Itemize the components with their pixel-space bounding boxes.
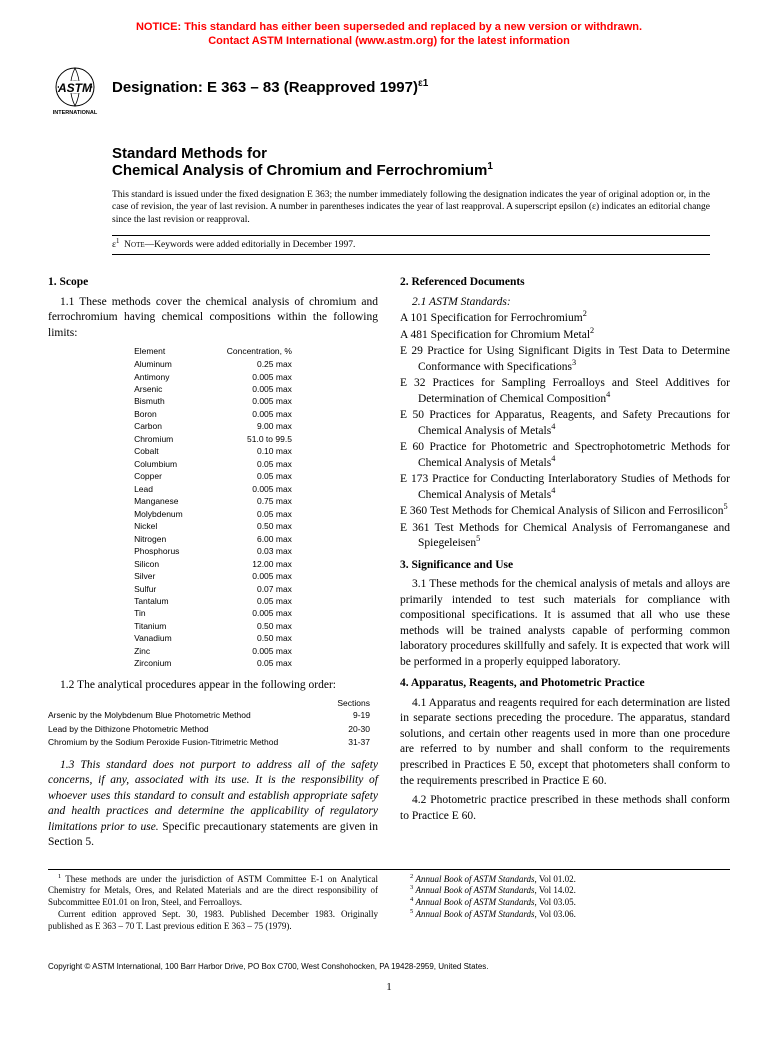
designation-sup: ε1 — [418, 78, 428, 89]
apparatus-p1: 4.1 Apparatus and reagents required for … — [400, 696, 730, 789]
footnotes: 1 These methods are under the jurisdicti… — [48, 869, 730, 932]
page-number: 1 — [48, 981, 730, 993]
table-row: Tin0.005 max — [112, 608, 314, 620]
title-block: Standard Methods for Chemical Analysis o… — [112, 145, 730, 179]
scope-p2: 1.2 The analytical procedures appear in … — [48, 678, 378, 694]
table-row: Sulfur0.07 max — [112, 583, 314, 595]
elem-th-0: Element — [112, 345, 205, 358]
two-column-body: 1. Scope 1.1 These methods cover the che… — [48, 269, 730, 855]
table-row: Arsenic by the Molybdenum Blue Photometr… — [48, 709, 378, 722]
right-column: 2. Referenced Documents 2.1 ASTM Standar… — [400, 269, 730, 855]
fn-left-sup: 1 — [58, 873, 61, 880]
fn-right-item: 4 Annual Book of ASTM Standards, Vol 03.… — [400, 897, 730, 909]
referenced-heading: 2. Referenced Documents — [400, 275, 730, 291]
apparatus-heading: 4. Apparatus, Reagents, and Photometric … — [400, 676, 730, 692]
table-row: Antimony0.005 max — [112, 371, 314, 383]
table-row: Lead0.005 max — [112, 483, 314, 495]
referenced-item: E 50 Practices for Apparatus, Reagents, … — [400, 408, 730, 439]
table-row: Manganese0.75 max — [112, 496, 314, 508]
significance-heading: 3. Significance and Use — [400, 558, 730, 574]
elements-table: Element Concentration, % Aluminum0.25 ma… — [112, 345, 314, 670]
referenced-item: E 29 Practice for Using Significant Digi… — [400, 344, 730, 375]
scope-heading: 1. Scope — [48, 275, 378, 291]
table-row: Lead by the Dithizone Photometric Method… — [48, 723, 378, 736]
proc-sections-label: Sections — [48, 698, 378, 709]
table-row: Zirconium0.05 max — [112, 658, 314, 670]
title-main: Chemical Analysis of Chromium and Ferroc… — [112, 162, 730, 179]
title-sup: 1 — [487, 161, 493, 172]
notice-banner: NOTICE: This standard has either been su… — [48, 20, 730, 49]
eps-sup: 1 — [116, 238, 119, 245]
table-row: Carbon9.00 max — [112, 421, 314, 433]
astm-logo: ASTM INTERNATIONAL — [48, 67, 102, 117]
referenced-item: E 173 Practice for Conducting Interlabor… — [400, 472, 730, 503]
referenced-item: E 32 Practices for Sampling Ferroalloys … — [400, 376, 730, 407]
referenced-list: A 101 Specification for Ferrochromium2A … — [400, 311, 730, 552]
table-row: Boron0.005 max — [112, 408, 314, 420]
scope-p1: 1.1 These methods cover the chemical ana… — [48, 295, 378, 342]
referenced-sub: 2.1 ASTM Standards: — [400, 295, 730, 311]
table-row: Arsenic0.005 max — [112, 384, 314, 396]
referenced-item: E 361 Test Methods for Chemical Analysis… — [400, 521, 730, 552]
svg-text:INTERNATIONAL: INTERNATIONAL — [53, 110, 98, 116]
epsilon-note: ε1 Note—Keywords were added editorially … — [112, 235, 710, 255]
title-main-text: Chemical Analysis of Chromium and Ferroc… — [112, 162, 487, 179]
table-row: Bismuth0.005 max — [112, 396, 314, 408]
table-row: Columbium0.05 max — [112, 458, 314, 470]
left-column: 1. Scope 1.1 These methods cover the che… — [48, 269, 378, 855]
table-row: Vanadium0.50 max — [112, 633, 314, 645]
table-row: Molybdenum0.05 max — [112, 508, 314, 520]
elem-th-1: Concentration, % — [205, 345, 314, 358]
fn-right-item: 3 Annual Book of ASTM Standards, Vol 14.… — [400, 885, 730, 897]
table-row: Silver0.005 max — [112, 571, 314, 583]
table-row: Chromium by the Sodium Peroxide Fusion-T… — [48, 736, 378, 749]
designation-text: Designation: E 363 – 83 (Reapproved 1997… — [112, 79, 418, 96]
notice-line-2: Contact ASTM International (www.astm.org… — [208, 35, 570, 47]
footnotes-left: 1 These methods are under the jurisdicti… — [48, 874, 378, 932]
notice-line-1: NOTICE: This standard has either been su… — [136, 21, 642, 33]
fn-right-item: 5 Annual Book of ASTM Standards, Vol 03.… — [400, 909, 730, 921]
table-row: Phosphorus0.03 max — [112, 546, 314, 558]
procedures-table: Arsenic by the Molybdenum Blue Photometr… — [48, 709, 378, 749]
scope-p3: 1.3 This standard does not purport to ad… — [48, 758, 378, 851]
referenced-item: A 481 Specification for Chromium Metal2 — [400, 328, 730, 344]
fn-right-item: 2 Annual Book of ASTM Standards, Vol 01.… — [400, 874, 730, 886]
significance-p1: 3.1 These methods for the chemical analy… — [400, 577, 730, 670]
fn-left-0: 1 These methods are under the jurisdicti… — [48, 874, 378, 909]
table-row: Cobalt0.10 max — [112, 446, 314, 458]
issuance-note: This standard is issued under the fixed … — [112, 189, 710, 227]
table-row: Aluminum0.25 max — [112, 359, 314, 371]
footnotes-right: 2 Annual Book of ASTM Standards, Vol 01.… — [400, 874, 730, 932]
table-row: Zinc0.005 max — [112, 645, 314, 657]
page: NOTICE: This standard has either been su… — [0, 0, 778, 1023]
table-row: Nitrogen6.00 max — [112, 533, 314, 545]
title-prefix: Standard Methods for — [112, 145, 730, 162]
copyright: Copyright © ASTM International, 100 Barr… — [48, 962, 730, 971]
apparatus-p2: 4.2 Photometric practice prescribed in t… — [400, 793, 730, 824]
table-row: Titanium0.50 max — [112, 620, 314, 632]
designation: Designation: E 363 – 83 (Reapproved 1997… — [112, 67, 428, 96]
fn-left-1: Current edition approved Sept. 30, 1983.… — [48, 909, 378, 932]
table-row: Nickel0.50 max — [112, 521, 314, 533]
table-row: Copper0.05 max — [112, 471, 314, 483]
table-row: Chromium51.0 to 99.5 — [112, 433, 314, 445]
table-row: Silicon12.00 max — [112, 558, 314, 570]
eps-text: —Keywords were added editorially in Dece… — [145, 240, 356, 250]
referenced-item: E 360 Test Methods for Chemical Analysis… — [400, 504, 730, 520]
header-row: ASTM INTERNATIONAL Designation: E 363 – … — [48, 67, 730, 117]
svg-text:ASTM: ASTM — [57, 81, 93, 95]
referenced-item: A 101 Specification for Ferrochromium2 — [400, 311, 730, 327]
referenced-item: E 60 Practice for Photometric and Spectr… — [400, 440, 730, 471]
table-row: Tantalum0.05 max — [112, 595, 314, 607]
